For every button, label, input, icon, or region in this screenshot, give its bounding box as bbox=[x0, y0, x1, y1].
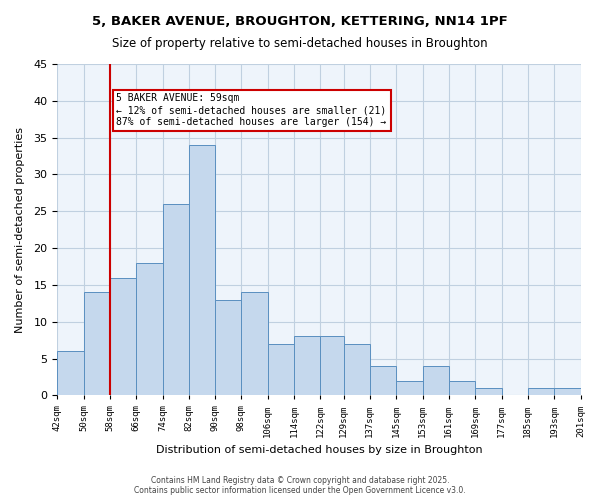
Bar bbox=[83, 292, 110, 396]
Bar bbox=[422, 366, 449, 396]
Text: Contains HM Land Registry data © Crown copyright and database right 2025.
Contai: Contains HM Land Registry data © Crown c… bbox=[134, 476, 466, 495]
Y-axis label: Number of semi-detached properties: Number of semi-detached properties bbox=[15, 126, 25, 332]
Bar bbox=[475, 388, 502, 396]
Text: Size of property relative to semi-detached houses in Broughton: Size of property relative to semi-detach… bbox=[112, 38, 488, 51]
Bar bbox=[449, 380, 475, 396]
Text: 5 BAKER AVENUE: 59sqm
← 12% of semi-detached houses are smaller (21)
87% of semi: 5 BAKER AVENUE: 59sqm ← 12% of semi-deta… bbox=[116, 94, 386, 126]
Bar bbox=[241, 292, 268, 396]
Bar bbox=[554, 388, 581, 396]
Bar bbox=[528, 388, 554, 396]
Bar bbox=[294, 336, 320, 396]
Bar bbox=[320, 336, 344, 396]
X-axis label: Distribution of semi-detached houses by size in Broughton: Distribution of semi-detached houses by … bbox=[155, 445, 482, 455]
Bar bbox=[268, 344, 294, 396]
Bar bbox=[344, 344, 370, 396]
Bar bbox=[370, 366, 396, 396]
Bar bbox=[189, 145, 215, 396]
Bar bbox=[136, 263, 163, 396]
Bar bbox=[110, 278, 136, 396]
Bar bbox=[215, 300, 241, 396]
Text: 5, BAKER AVENUE, BROUGHTON, KETTERING, NN14 1PF: 5, BAKER AVENUE, BROUGHTON, KETTERING, N… bbox=[92, 15, 508, 28]
Bar bbox=[57, 351, 83, 396]
Bar bbox=[163, 204, 189, 396]
Bar bbox=[396, 380, 422, 396]
